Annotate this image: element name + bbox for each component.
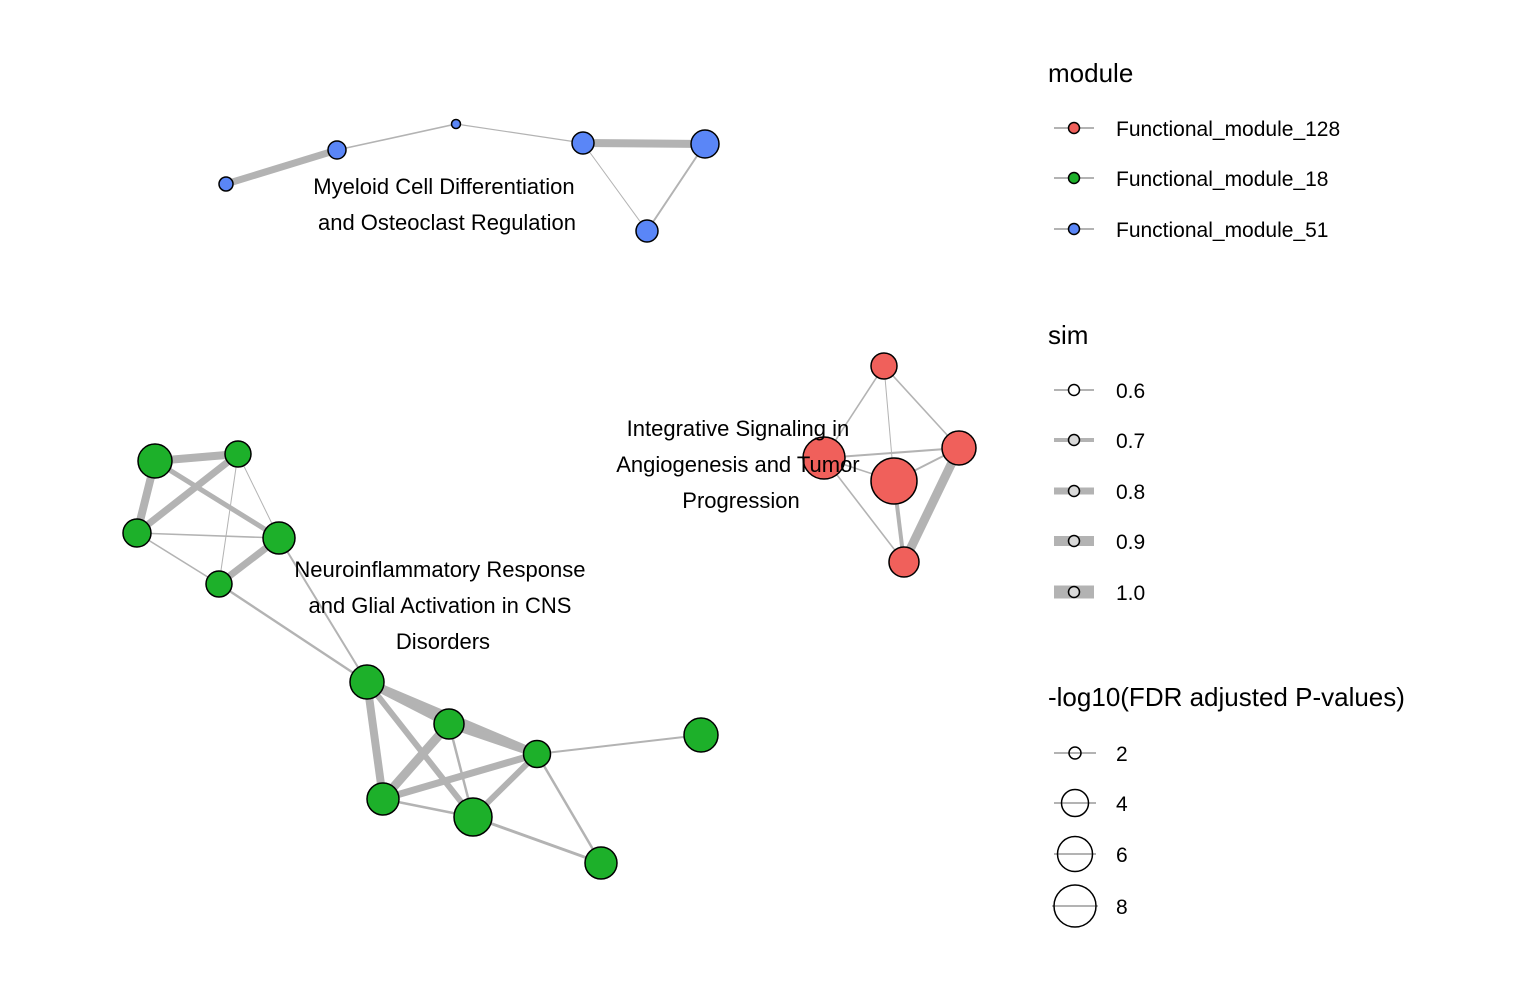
network-node <box>571 131 595 155</box>
network-edge <box>363 681 387 800</box>
network-edge <box>536 734 702 755</box>
module-label-line: Disorders <box>396 629 490 654</box>
module-label-line: Myeloid Cell Differentiation <box>313 174 574 199</box>
module-label-line: and Osteoclast Regulation <box>318 210 576 235</box>
legend-sim-key-dot <box>1067 585 1081 599</box>
legend-module-key-dot <box>1067 222 1081 236</box>
legend-pvalue-item-label: 2 <box>1116 743 1128 766</box>
legend-module: module Functional_module_128 Functional_… <box>1048 58 1340 242</box>
legend-sim-key-dot <box>1067 484 1081 498</box>
legend-sim-item-label: 0.8 <box>1116 481 1145 504</box>
legend-module-key-dot <box>1067 171 1081 185</box>
network-node <box>584 846 618 880</box>
network-edge <box>278 537 368 683</box>
module-label-line: and Glial Activation in CNS <box>308 593 571 618</box>
module-label-line: Progression <box>682 488 799 513</box>
network-node <box>349 664 385 700</box>
network-edge <box>153 458 281 541</box>
legend-module-item-label: Functional_module_18 <box>1116 168 1328 191</box>
legend-pvalue-item-label: 6 <box>1116 844 1128 867</box>
network-edge <box>218 453 239 585</box>
network-node <box>450 118 462 130</box>
network-edge <box>382 750 538 803</box>
network-node <box>888 546 920 578</box>
network-node <box>327 140 347 160</box>
network-node <box>870 352 898 380</box>
module-label-line: Angiogenesis and Tumor <box>616 452 859 477</box>
legend-pvalue-item-label: 4 <box>1116 793 1128 816</box>
module-label-line: Integrative Signaling in <box>627 416 850 441</box>
network-node <box>941 430 977 466</box>
network-edge <box>134 451 241 536</box>
network-node <box>218 176 234 192</box>
module-label-angiogenesis: Integrative Signaling in Angiogenesis an… <box>616 416 866 513</box>
network-node <box>453 797 493 837</box>
network-edge <box>883 365 960 449</box>
legend-module-title: module <box>1048 58 1133 88</box>
network-edge <box>218 582 368 684</box>
legend-sim-item-label: 0.6 <box>1116 380 1145 403</box>
network-node <box>683 717 719 753</box>
network-edge <box>364 680 476 819</box>
legend-module-item-label: Functional_module_51 <box>1116 219 1328 242</box>
legend-sim-item-label: 0.9 <box>1116 531 1145 554</box>
legend-module-key-dot <box>1067 121 1081 135</box>
network-edge <box>823 447 960 459</box>
network-node <box>366 782 400 816</box>
legend-pvalue: -log10(FDR adjusted P-values) 2 4 6 8 <box>1048 682 1405 928</box>
legend-pvalue-key-circle <box>1053 884 1097 928</box>
legend-sim: sim 0.6 0.7 0.8 0.9 1.0 <box>1048 320 1145 605</box>
legend-pvalue-title: -log10(FDR adjusted P-values) <box>1048 682 1405 712</box>
nodes-layer <box>122 118 977 880</box>
network-edge <box>823 457 905 563</box>
network-edge <box>136 532 220 585</box>
network-node <box>224 440 252 468</box>
legend-sim-key-dot <box>1067 383 1081 397</box>
network-node <box>137 443 173 479</box>
module-label-line: Neuroinflammatory Response <box>294 557 585 582</box>
network-node <box>433 708 465 740</box>
network-node <box>802 436 846 480</box>
network-edge <box>582 139 706 148</box>
network-node <box>262 521 296 555</box>
legend-sim-title: sim <box>1048 320 1088 350</box>
network-edge <box>455 123 584 144</box>
legend-sim-item-label: 1.0 <box>1116 582 1145 605</box>
network-edge <box>224 146 339 188</box>
network-node <box>690 129 720 159</box>
network-edge <box>136 532 280 539</box>
module-label-neuroinflammatory: Neuroinflammatory Response and Glial Act… <box>294 557 591 654</box>
network-edge <box>336 123 457 151</box>
legend-module-item-label: Functional_module_128 <box>1116 118 1340 141</box>
legend-sim-key-dot <box>1067 433 1081 447</box>
legend-pvalue-key-circle <box>1056 835 1094 873</box>
network-node <box>870 457 918 505</box>
module-label-myeloid: Myeloid Cell Differentiation and Osteocl… <box>313 174 580 235</box>
network-node <box>205 570 233 598</box>
network-edge <box>582 142 648 232</box>
legend-pvalue-item-label: 8 <box>1116 896 1128 919</box>
legend-pvalue-key-circle <box>1060 788 1090 818</box>
network-node <box>522 739 552 769</box>
legend-sim-item-label: 0.7 <box>1116 430 1145 453</box>
network-node <box>122 518 152 548</box>
legend-pvalue-key-circle <box>1068 746 1082 760</box>
network-edge <box>472 815 602 865</box>
legend-sim-key-dot <box>1067 534 1081 548</box>
network-node <box>635 219 659 243</box>
network-edge <box>535 753 603 864</box>
network-edge <box>646 143 706 232</box>
network-edge <box>899 446 964 564</box>
